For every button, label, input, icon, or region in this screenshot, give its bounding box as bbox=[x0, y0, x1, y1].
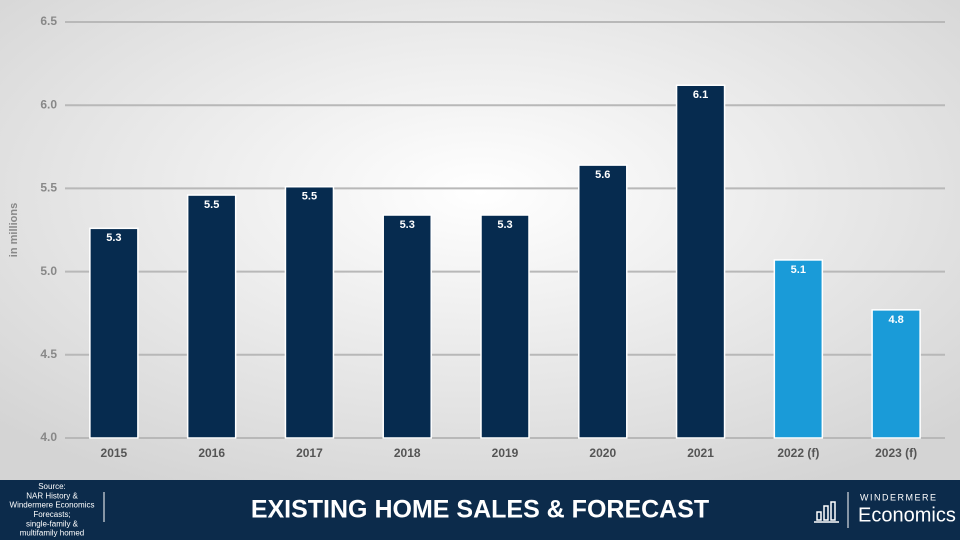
x-tick-label: 2023 (f) bbox=[875, 446, 917, 460]
value-label: 6.1 bbox=[693, 89, 708, 101]
x-tick-label: 2021 bbox=[687, 446, 714, 460]
value-label: 5.6 bbox=[595, 169, 610, 181]
bar bbox=[284, 185, 335, 439]
bar bbox=[675, 84, 726, 439]
source-line: Source: bbox=[38, 482, 66, 491]
y-tick-label: 5.0 bbox=[40, 264, 57, 278]
footer-title: EXISTING HOME SALES & FORECAST bbox=[251, 496, 709, 524]
x-tick-label: 2017 bbox=[296, 446, 323, 460]
value-label: 5.3 bbox=[497, 219, 512, 231]
y-tick-label: 6.0 bbox=[40, 97, 57, 111]
bar bbox=[578, 164, 628, 439]
bar bbox=[89, 227, 139, 439]
value-label: 5.5 bbox=[302, 191, 317, 203]
value-label: 5.3 bbox=[400, 219, 415, 231]
source-line: Windermere Economics bbox=[10, 501, 95, 510]
y-tick-label: 4.5 bbox=[40, 347, 57, 361]
y-tick-label: 4.0 bbox=[40, 430, 57, 444]
bar bbox=[871, 309, 921, 439]
footer bbox=[0, 480, 960, 540]
source-line: NAR History & bbox=[26, 491, 78, 500]
x-tick-label: 2015 bbox=[101, 446, 128, 460]
x-tick-label: 2019 bbox=[492, 446, 519, 460]
y-axis-label: in millions bbox=[8, 203, 20, 257]
value-label: 4.8 bbox=[888, 314, 903, 326]
value-label: 5.1 bbox=[791, 264, 806, 276]
bar bbox=[480, 214, 530, 439]
bar bbox=[773, 259, 824, 439]
value-label: 5.5 bbox=[204, 199, 219, 211]
value-label: 5.3 bbox=[106, 232, 121, 244]
x-tick-label: 2018 bbox=[394, 446, 421, 460]
x-tick-label: 2022 (f) bbox=[777, 446, 819, 460]
logo-top: WINDERMERE bbox=[860, 492, 938, 502]
logo-icon bbox=[814, 501, 839, 523]
bar bbox=[186, 194, 237, 439]
y-tick-label: 5.5 bbox=[40, 181, 57, 195]
source-line: multifamily homed bbox=[20, 529, 84, 538]
x-tick-label: 2020 bbox=[589, 446, 616, 460]
source-line: single-family & bbox=[26, 519, 79, 528]
y-tick-label: 6.5 bbox=[40, 14, 57, 28]
source-line: Forecasts; bbox=[33, 510, 70, 519]
logo-bottom: Economics bbox=[858, 504, 956, 526]
bar bbox=[382, 214, 432, 439]
x-tick-label: 2016 bbox=[198, 446, 225, 460]
